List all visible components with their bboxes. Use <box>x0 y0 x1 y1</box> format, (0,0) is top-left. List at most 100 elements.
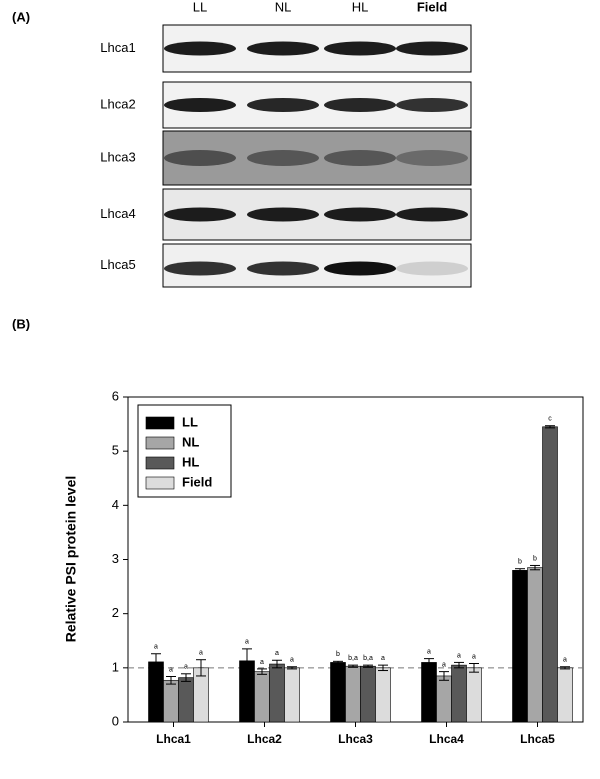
bar <box>330 662 346 723</box>
band <box>324 41 396 56</box>
legend-label: LL <box>182 414 198 429</box>
band <box>396 41 468 56</box>
significance-letter: b <box>336 651 340 658</box>
band <box>396 261 468 276</box>
row-label: Lhca5 <box>100 257 135 272</box>
error-bar <box>166 676 176 685</box>
band <box>247 261 319 276</box>
bar <box>254 671 270 723</box>
row-label: Lhca2 <box>100 96 135 111</box>
band <box>324 207 396 222</box>
error-bar <box>272 659 282 669</box>
y-tick-label: 5 <box>112 443 119 458</box>
band <box>247 98 319 112</box>
error-bar <box>181 673 191 682</box>
bar <box>269 663 285 723</box>
band <box>164 261 236 276</box>
significance-letter: a <box>563 657 567 664</box>
bar <box>451 664 467 723</box>
lane-label: NL <box>275 0 292 14</box>
lane-label: LL <box>193 0 207 14</box>
significance-letter: a <box>427 648 431 655</box>
panel-label: (A) <box>12 9 30 24</box>
legend-swatch <box>145 436 175 450</box>
significance-letter: a <box>199 650 203 657</box>
error-bar <box>348 664 358 668</box>
panel-label: (B) <box>12 316 30 331</box>
error-bar <box>287 666 297 670</box>
row-label: Lhca4 <box>100 206 135 221</box>
x-tick-label: Lhca5 <box>520 732 555 746</box>
legend-label: NL <box>182 434 199 449</box>
significance-letter: a <box>154 644 158 651</box>
bar <box>466 667 482 723</box>
band <box>396 150 468 166</box>
error-bar <box>469 663 479 673</box>
significance-letter: a <box>245 639 249 646</box>
significance-letter: a <box>169 666 173 673</box>
error-bar <box>378 664 388 672</box>
bar <box>360 665 376 723</box>
significance-letter: a <box>184 664 188 671</box>
significance-letter: b <box>518 559 522 566</box>
band <box>324 98 396 112</box>
error-bar <box>530 564 540 571</box>
bar <box>512 570 528 723</box>
x-tick-label: Lhca3 <box>338 732 373 746</box>
y-tick-label: 0 <box>112 713 119 728</box>
bar <box>163 679 179 723</box>
x-tick-label: Lhca2 <box>247 732 282 746</box>
significance-letter: a <box>442 661 446 668</box>
lane-label: HL <box>352 0 369 14</box>
band <box>396 207 468 222</box>
significance-letter: a <box>275 650 279 657</box>
legend-swatch <box>145 456 175 470</box>
bar <box>284 667 300 723</box>
error-bar <box>257 668 267 675</box>
legend-swatch <box>145 476 175 490</box>
y-tick-label: 1 <box>112 659 119 674</box>
significance-letter: c <box>548 416 552 423</box>
band <box>324 261 396 276</box>
significance-letter: a <box>260 659 264 666</box>
error-bar <box>333 660 343 664</box>
x-tick-label: Lhca1 <box>156 732 191 746</box>
y-tick-label: 4 <box>112 497 119 512</box>
bar <box>148 661 164 723</box>
error-bar <box>363 664 373 668</box>
significance-letter: b,a <box>363 655 373 662</box>
band <box>164 207 236 222</box>
row-label: Lhca1 <box>100 40 135 55</box>
row-label: Lhca3 <box>100 149 135 164</box>
y-tick-label: 3 <box>112 551 119 566</box>
legend-label: HL <box>182 454 199 469</box>
bar <box>178 677 194 723</box>
band <box>247 207 319 222</box>
bar <box>436 675 452 723</box>
bar <box>527 567 543 723</box>
error-bar <box>560 666 570 670</box>
bar <box>421 662 437 723</box>
y-axis-label: Relative PSI protein level <box>63 476 79 643</box>
bar <box>557 667 573 723</box>
error-bar <box>424 658 434 667</box>
error-bar <box>454 661 464 669</box>
y-tick-label: 2 <box>112 605 119 620</box>
band <box>396 98 468 112</box>
error-bar <box>151 653 161 671</box>
significance-letter: a <box>472 653 476 660</box>
lane-label: Field <box>417 0 447 14</box>
significance-letter: b <box>533 555 537 562</box>
error-bar <box>196 659 206 677</box>
bar <box>375 667 391 723</box>
band <box>164 41 236 56</box>
error-bar <box>439 671 449 681</box>
band <box>247 41 319 56</box>
legend-swatch <box>145 416 175 430</box>
bar <box>345 665 361 723</box>
y-tick-label: 6 <box>112 388 119 403</box>
band <box>247 150 319 166</box>
band <box>164 98 236 112</box>
band <box>164 150 236 166</box>
